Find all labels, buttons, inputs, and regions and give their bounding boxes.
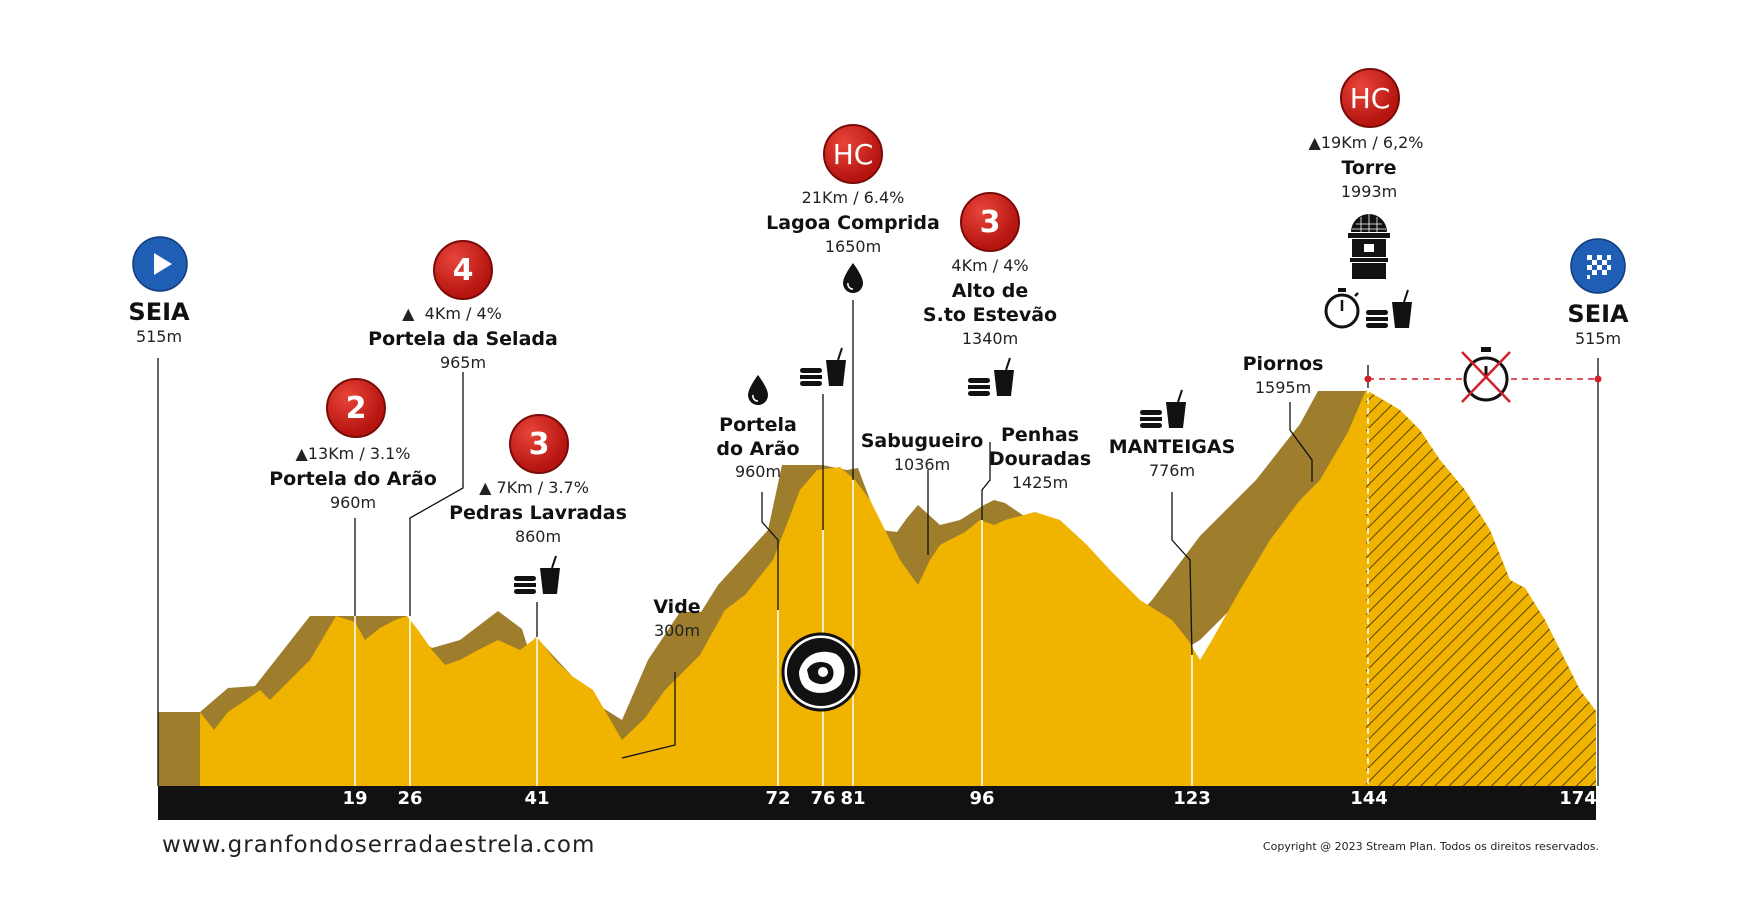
waypoint-name: Vide xyxy=(653,596,701,618)
waypoint-name-line1: Portela xyxy=(719,414,797,436)
climb-info: ▲ 4Km / 4% xyxy=(402,304,502,323)
km-tick: 144 xyxy=(1350,788,1388,809)
checkered-flag-icon xyxy=(1570,238,1626,294)
waypoint-altitude: 960m xyxy=(734,462,782,481)
climb-info: ▲13Km / 3.1% xyxy=(295,444,411,463)
waypoint-altitude: 1595m xyxy=(1254,378,1312,397)
waypoint-name: MANTEIGAS xyxy=(1108,436,1236,458)
km-tick: 81 xyxy=(840,788,866,809)
start-city: SEIA xyxy=(128,298,190,326)
km-tick: 41 xyxy=(524,788,550,809)
play-icon xyxy=(132,236,188,292)
category-badge: 3 xyxy=(509,414,569,474)
waypoint-name: Piornos xyxy=(1242,353,1324,375)
waypoint-altitude: 1650m xyxy=(824,237,882,256)
waypoint-name: Lagoa Comprida xyxy=(766,212,940,234)
mountain-icon: ▲ xyxy=(479,478,497,497)
km-tick: 174 xyxy=(1559,788,1597,809)
profile-fill xyxy=(200,390,1596,786)
km-tick: 19 xyxy=(342,788,368,809)
waypoint-name-line2: S.to Estevão xyxy=(922,304,1058,326)
waypoint-name-line1: Penhas xyxy=(1001,424,1079,446)
climb-info: ▲ 7Km / 3.7% xyxy=(479,478,589,497)
category-badge: HC xyxy=(823,124,883,184)
waypoint-altitude: 1425m xyxy=(1011,473,1069,492)
km-tick: 26 xyxy=(397,788,423,809)
distance-axis xyxy=(158,786,1596,820)
start-altitude: 515m xyxy=(135,327,183,346)
climb-info: 21Km / 6.4% xyxy=(801,188,905,207)
category-badge: 3 xyxy=(960,192,1020,252)
km-tick: 96 xyxy=(969,788,995,809)
profile-neutral-zone xyxy=(1366,390,1596,786)
website-link[interactable]: www.granfondoserradaestrela.com xyxy=(162,832,596,858)
waypoint-altitude: 860m xyxy=(514,527,562,546)
km-tick: 123 xyxy=(1173,788,1211,809)
finish-city: SEIA xyxy=(1567,300,1629,328)
mountain-icon: ▲ xyxy=(402,304,425,323)
waypoint-altitude: 1993m xyxy=(1340,182,1398,201)
waypoint-altitude: 1036m xyxy=(893,455,951,474)
mountain-icon: ▲ xyxy=(1308,133,1321,152)
waypoint-name: Portela da Selada xyxy=(368,328,558,350)
waypoint-altitude: 776m xyxy=(1148,461,1196,480)
km-tick: 72 xyxy=(765,788,791,809)
waypoint-name: Portela do Arão xyxy=(269,468,437,490)
km-tick: 76 xyxy=(810,788,836,809)
profile-start-block xyxy=(158,712,200,786)
leader-lines xyxy=(157,300,1599,786)
waypoint-name: Pedras Lavradas xyxy=(449,502,627,524)
climb-info: ▲19Km / 6,2% xyxy=(1308,133,1424,152)
waypoint-altitude: 965m xyxy=(439,353,487,372)
waypoint-altitude: 960m xyxy=(329,493,377,512)
category-badge: HC xyxy=(1340,68,1400,128)
category-badge: 2 xyxy=(326,378,386,438)
neutral-zone-dot-right xyxy=(1594,375,1602,383)
neutral-zone-dot-left xyxy=(1364,375,1372,383)
mountain-icon: ▲ xyxy=(295,444,308,463)
climb-info: 4Km / 4% xyxy=(951,256,1029,275)
waypoint-name-line1: Alto de xyxy=(951,280,1029,302)
waypoint-name-line2: Douradas xyxy=(988,448,1092,470)
finish-altitude: 515m xyxy=(1574,329,1622,348)
waypoint-name: Torre xyxy=(1341,157,1397,179)
waypoint-altitude: 1340m xyxy=(961,329,1019,348)
waypoint-altitude: 300m xyxy=(653,621,701,640)
category-badge: 4 xyxy=(433,240,493,300)
copyright-text: Copyright @ 2023 Stream Plan. Todos os d… xyxy=(1262,840,1599,853)
waypoint-name: Sabugueiro xyxy=(860,430,984,452)
waypoint-name-line2: do Arão xyxy=(716,438,800,460)
